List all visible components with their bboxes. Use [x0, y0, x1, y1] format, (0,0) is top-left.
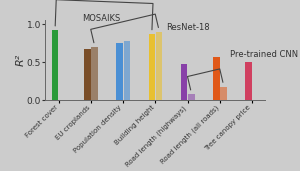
Bar [188, 94, 194, 100]
Text: ResNet-18: ResNet-18 [166, 23, 209, 32]
Bar [84, 49, 91, 100]
Text: MOSAIKS: MOSAIKS [82, 14, 121, 23]
Y-axis label: R²: R² [16, 54, 26, 66]
Bar [181, 64, 187, 100]
Bar [213, 57, 220, 100]
Bar [148, 34, 155, 100]
Bar [156, 32, 162, 100]
Bar [52, 30, 58, 100]
Bar [220, 87, 227, 100]
Bar [245, 62, 252, 100]
Bar [116, 43, 123, 100]
Bar [91, 47, 98, 100]
Bar [124, 41, 130, 100]
Text: Pre-trained CNN: Pre-trained CNN [230, 50, 298, 59]
